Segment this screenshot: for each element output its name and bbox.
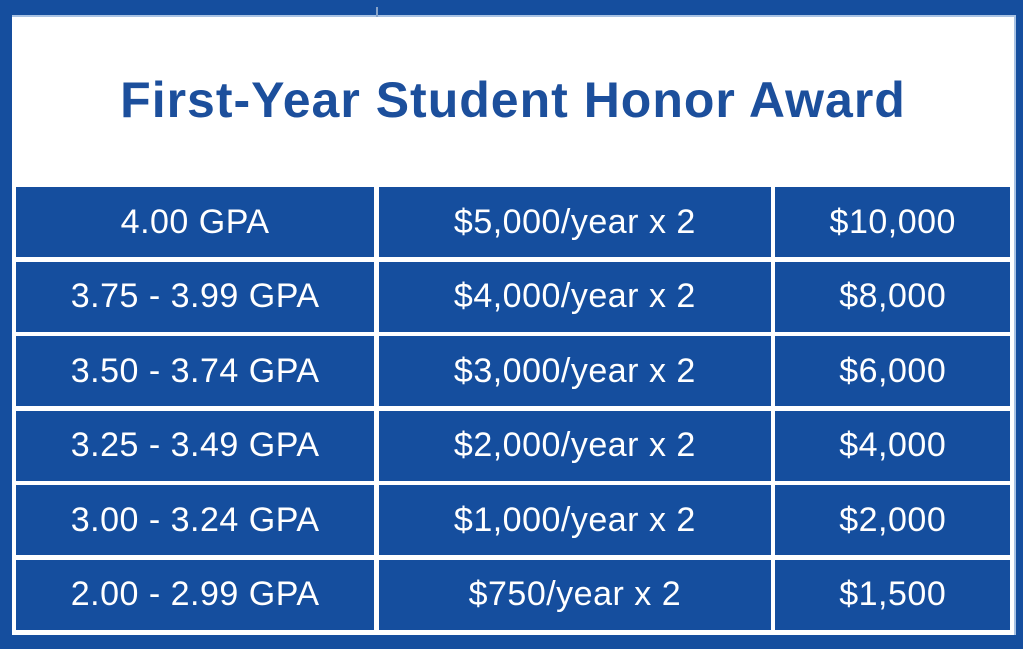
award-per-year-cell: $750/year x 2 [378,559,771,630]
total-award-cell: $8,000 [775,261,1010,332]
award-per-year-cell: $3,000/year x 2 [378,336,771,407]
gpa-cell: 3.75 - 3.99 GPA [16,261,375,332]
gpa-cell: 2.00 - 2.99 GPA [16,559,375,630]
award-per-year-cell: $2,000/year x 2 [378,410,771,481]
total-award-cell: $4,000 [775,410,1010,481]
gpa-cell: 3.50 - 3.74 GPA [16,336,375,407]
gpa-cell: 3.00 - 3.24 GPA [16,485,375,556]
award-per-year-cell: $1,000/year x 2 [378,485,771,556]
border-tick-artifact [376,7,378,17]
award-infographic-inner: First-Year Student Honor Award 4.00 GPA … [12,15,1016,635]
total-award-cell: $2,000 [775,485,1010,556]
page-title: First-Year Student Honor Award [120,71,906,128]
gpa-cell: 3.25 - 3.49 GPA [16,410,375,481]
honor-award-table: 4.00 GPA $5,000/year x 2 $10,000 3.75 - … [12,182,1014,635]
total-award-cell: $10,000 [775,187,1010,258]
gpa-cell: 4.00 GPA [16,187,375,258]
title-area: First-Year Student Honor Award [12,17,1014,182]
total-award-cell: $6,000 [775,336,1010,407]
total-award-cell: $1,500 [775,559,1010,630]
award-per-year-cell: $5,000/year x 2 [378,187,771,258]
award-per-year-cell: $4,000/year x 2 [378,261,771,332]
